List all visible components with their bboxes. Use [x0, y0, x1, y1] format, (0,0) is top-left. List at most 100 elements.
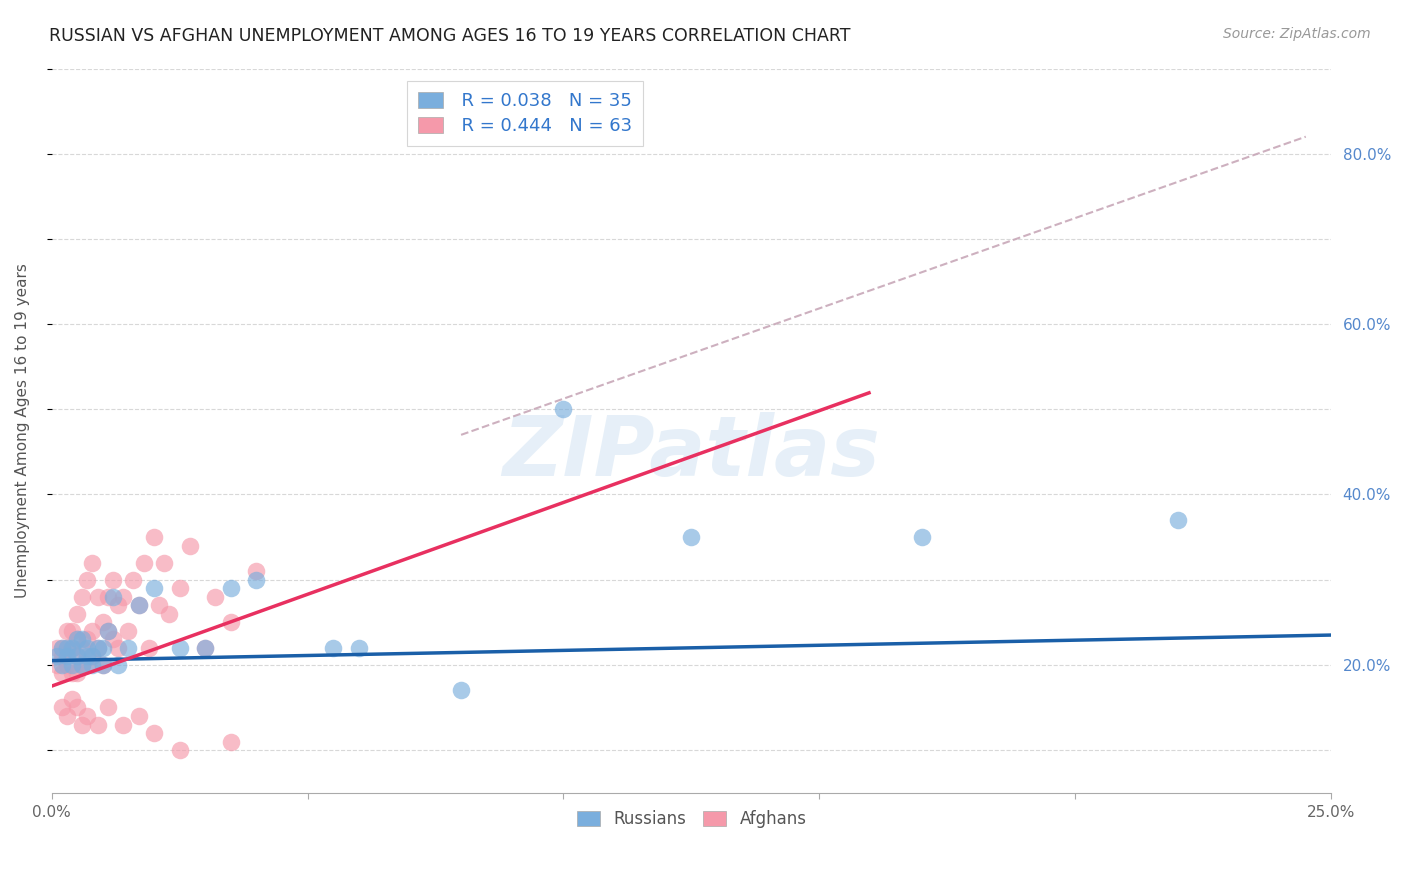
Point: [194, 640, 217, 655]
Point: [60, 624, 83, 638]
Point: [117, 624, 139, 638]
Point: [60, 657, 83, 672]
Point: [70, 717, 93, 731]
Point: [76, 709, 98, 723]
Point: [681, 530, 703, 544]
Text: RUSSIAN VS AFGHAN UNEMPLOYMENT AMONG AGES 16 TO 19 YEARS CORRELATION CHART: RUSSIAN VS AFGHAN UNEMPLOYMENT AMONG AGE…: [49, 27, 851, 45]
Point: [132, 556, 155, 570]
Point: [82, 649, 104, 664]
Point: [66, 607, 89, 621]
Legend: Russians, Afghans: Russians, Afghans: [569, 804, 813, 835]
Point: [101, 632, 124, 647]
Point: [107, 640, 129, 655]
Point: [45, 657, 67, 672]
Point: [142, 530, 165, 544]
Point: [245, 564, 267, 578]
Point: [142, 726, 165, 740]
Point: [56, 640, 79, 655]
Point: [204, 590, 226, 604]
Point: [97, 624, 120, 638]
Point: [219, 615, 242, 630]
Point: [91, 615, 114, 630]
Point: [76, 573, 98, 587]
Point: [70, 657, 93, 672]
Point: [86, 640, 108, 655]
Point: [450, 683, 472, 698]
Point: [157, 607, 180, 621]
Point: [107, 657, 129, 672]
Point: [60, 640, 83, 655]
Point: [322, 640, 344, 655]
Point: [194, 640, 217, 655]
Point: [70, 657, 93, 672]
Point: [169, 743, 191, 757]
Point: [70, 632, 93, 647]
Point: [66, 700, 89, 714]
Point: [51, 649, 73, 664]
Point: [66, 649, 89, 664]
Point: [91, 640, 114, 655]
Point: [76, 632, 98, 647]
Point: [60, 692, 83, 706]
Point: [82, 649, 104, 664]
Point: [56, 624, 79, 638]
Point: [86, 717, 108, 731]
Point: [51, 640, 73, 655]
Point: [219, 734, 242, 748]
Point: [66, 632, 89, 647]
Point: [51, 657, 73, 672]
Point: [91, 657, 114, 672]
Point: [56, 649, 79, 664]
Point: [122, 573, 145, 587]
Point: [97, 624, 120, 638]
Point: [51, 640, 73, 655]
Point: [117, 640, 139, 655]
Point: [179, 539, 201, 553]
Point: [128, 709, 150, 723]
Point: [107, 599, 129, 613]
Point: [347, 640, 370, 655]
Text: Source: ZipAtlas.com: Source: ZipAtlas.com: [1223, 27, 1371, 41]
Point: [128, 599, 150, 613]
Point: [112, 717, 135, 731]
Point: [112, 590, 135, 604]
Point: [76, 649, 98, 664]
Point: [60, 640, 83, 655]
Point: [45, 640, 67, 655]
Point: [153, 556, 176, 570]
Point: [45, 649, 67, 664]
Point: [553, 402, 575, 417]
Point: [66, 649, 89, 664]
Point: [97, 700, 120, 714]
Point: [66, 632, 89, 647]
Point: [86, 590, 108, 604]
Point: [219, 581, 242, 595]
Point: [56, 709, 79, 723]
Point: [101, 573, 124, 587]
Point: [97, 590, 120, 604]
Point: [148, 599, 170, 613]
Point: [66, 666, 89, 681]
Point: [91, 657, 114, 672]
Point: [245, 573, 267, 587]
Point: [70, 590, 93, 604]
Point: [82, 624, 104, 638]
Point: [51, 700, 73, 714]
Point: [169, 640, 191, 655]
Point: [101, 590, 124, 604]
Point: [911, 530, 934, 544]
Point: [1167, 513, 1189, 527]
Point: [128, 599, 150, 613]
Point: [169, 581, 191, 595]
Point: [82, 556, 104, 570]
Point: [142, 581, 165, 595]
Point: [56, 657, 79, 672]
Point: [51, 666, 73, 681]
Point: [82, 657, 104, 672]
Y-axis label: Unemployment Among Ages 16 to 19 years: Unemployment Among Ages 16 to 19 years: [15, 263, 30, 598]
Point: [56, 640, 79, 655]
Point: [70, 640, 93, 655]
Point: [138, 640, 160, 655]
Point: [76, 640, 98, 655]
Point: [76, 657, 98, 672]
